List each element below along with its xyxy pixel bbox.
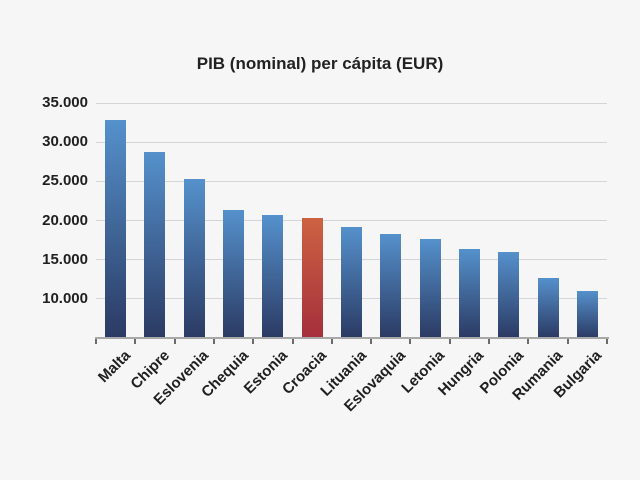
y-gridline xyxy=(96,141,607,143)
x-axis-tick xyxy=(409,339,412,344)
y-axis-tick-label: 15.000 xyxy=(42,250,88,268)
x-axis-tick xyxy=(330,339,333,344)
bar-letonia xyxy=(419,239,441,338)
x-axis-tick xyxy=(606,339,608,344)
bar-chequia xyxy=(223,210,245,338)
y-axis-tick-label: 25.000 xyxy=(42,172,88,190)
x-axis-line xyxy=(95,337,609,339)
x-axis-tick xyxy=(134,339,137,344)
y-gridline xyxy=(96,102,607,104)
x-axis-tick xyxy=(566,339,569,344)
bar-hungria xyxy=(458,248,480,338)
x-axis-tick xyxy=(173,339,176,344)
x-axis-tick xyxy=(370,339,373,344)
y-axis-tick-label: 20.000 xyxy=(42,211,88,229)
x-axis-tick xyxy=(527,339,530,344)
x-axis-tick xyxy=(212,339,215,344)
bar-bulgaria xyxy=(576,291,598,338)
y-axis-tick-label: 30.000 xyxy=(42,133,88,151)
x-axis-tick xyxy=(95,339,97,344)
y-axis-tick-label: 10.000 xyxy=(42,289,88,307)
bar-rumania xyxy=(537,278,559,338)
x-axis-tick xyxy=(448,339,451,344)
y-gridline xyxy=(96,220,607,221)
bar-malta xyxy=(105,120,127,338)
bar-eslovaquia xyxy=(380,233,402,338)
bar-eslovenia xyxy=(183,178,205,338)
bar-croacia xyxy=(301,218,323,338)
bar-polonia xyxy=(498,251,520,338)
bar-estonia xyxy=(262,215,284,338)
chart-title: PIB (nominal) per cápita (EUR) xyxy=(196,54,444,73)
x-axis-tick xyxy=(291,339,294,344)
y-gridline xyxy=(96,180,607,182)
x-axis-tick xyxy=(252,339,255,344)
y-axis-tick-label: 35.000 xyxy=(42,94,88,111)
x-axis-tick xyxy=(488,339,491,344)
bar-lituania xyxy=(341,226,362,338)
bar-chipre xyxy=(144,152,166,338)
